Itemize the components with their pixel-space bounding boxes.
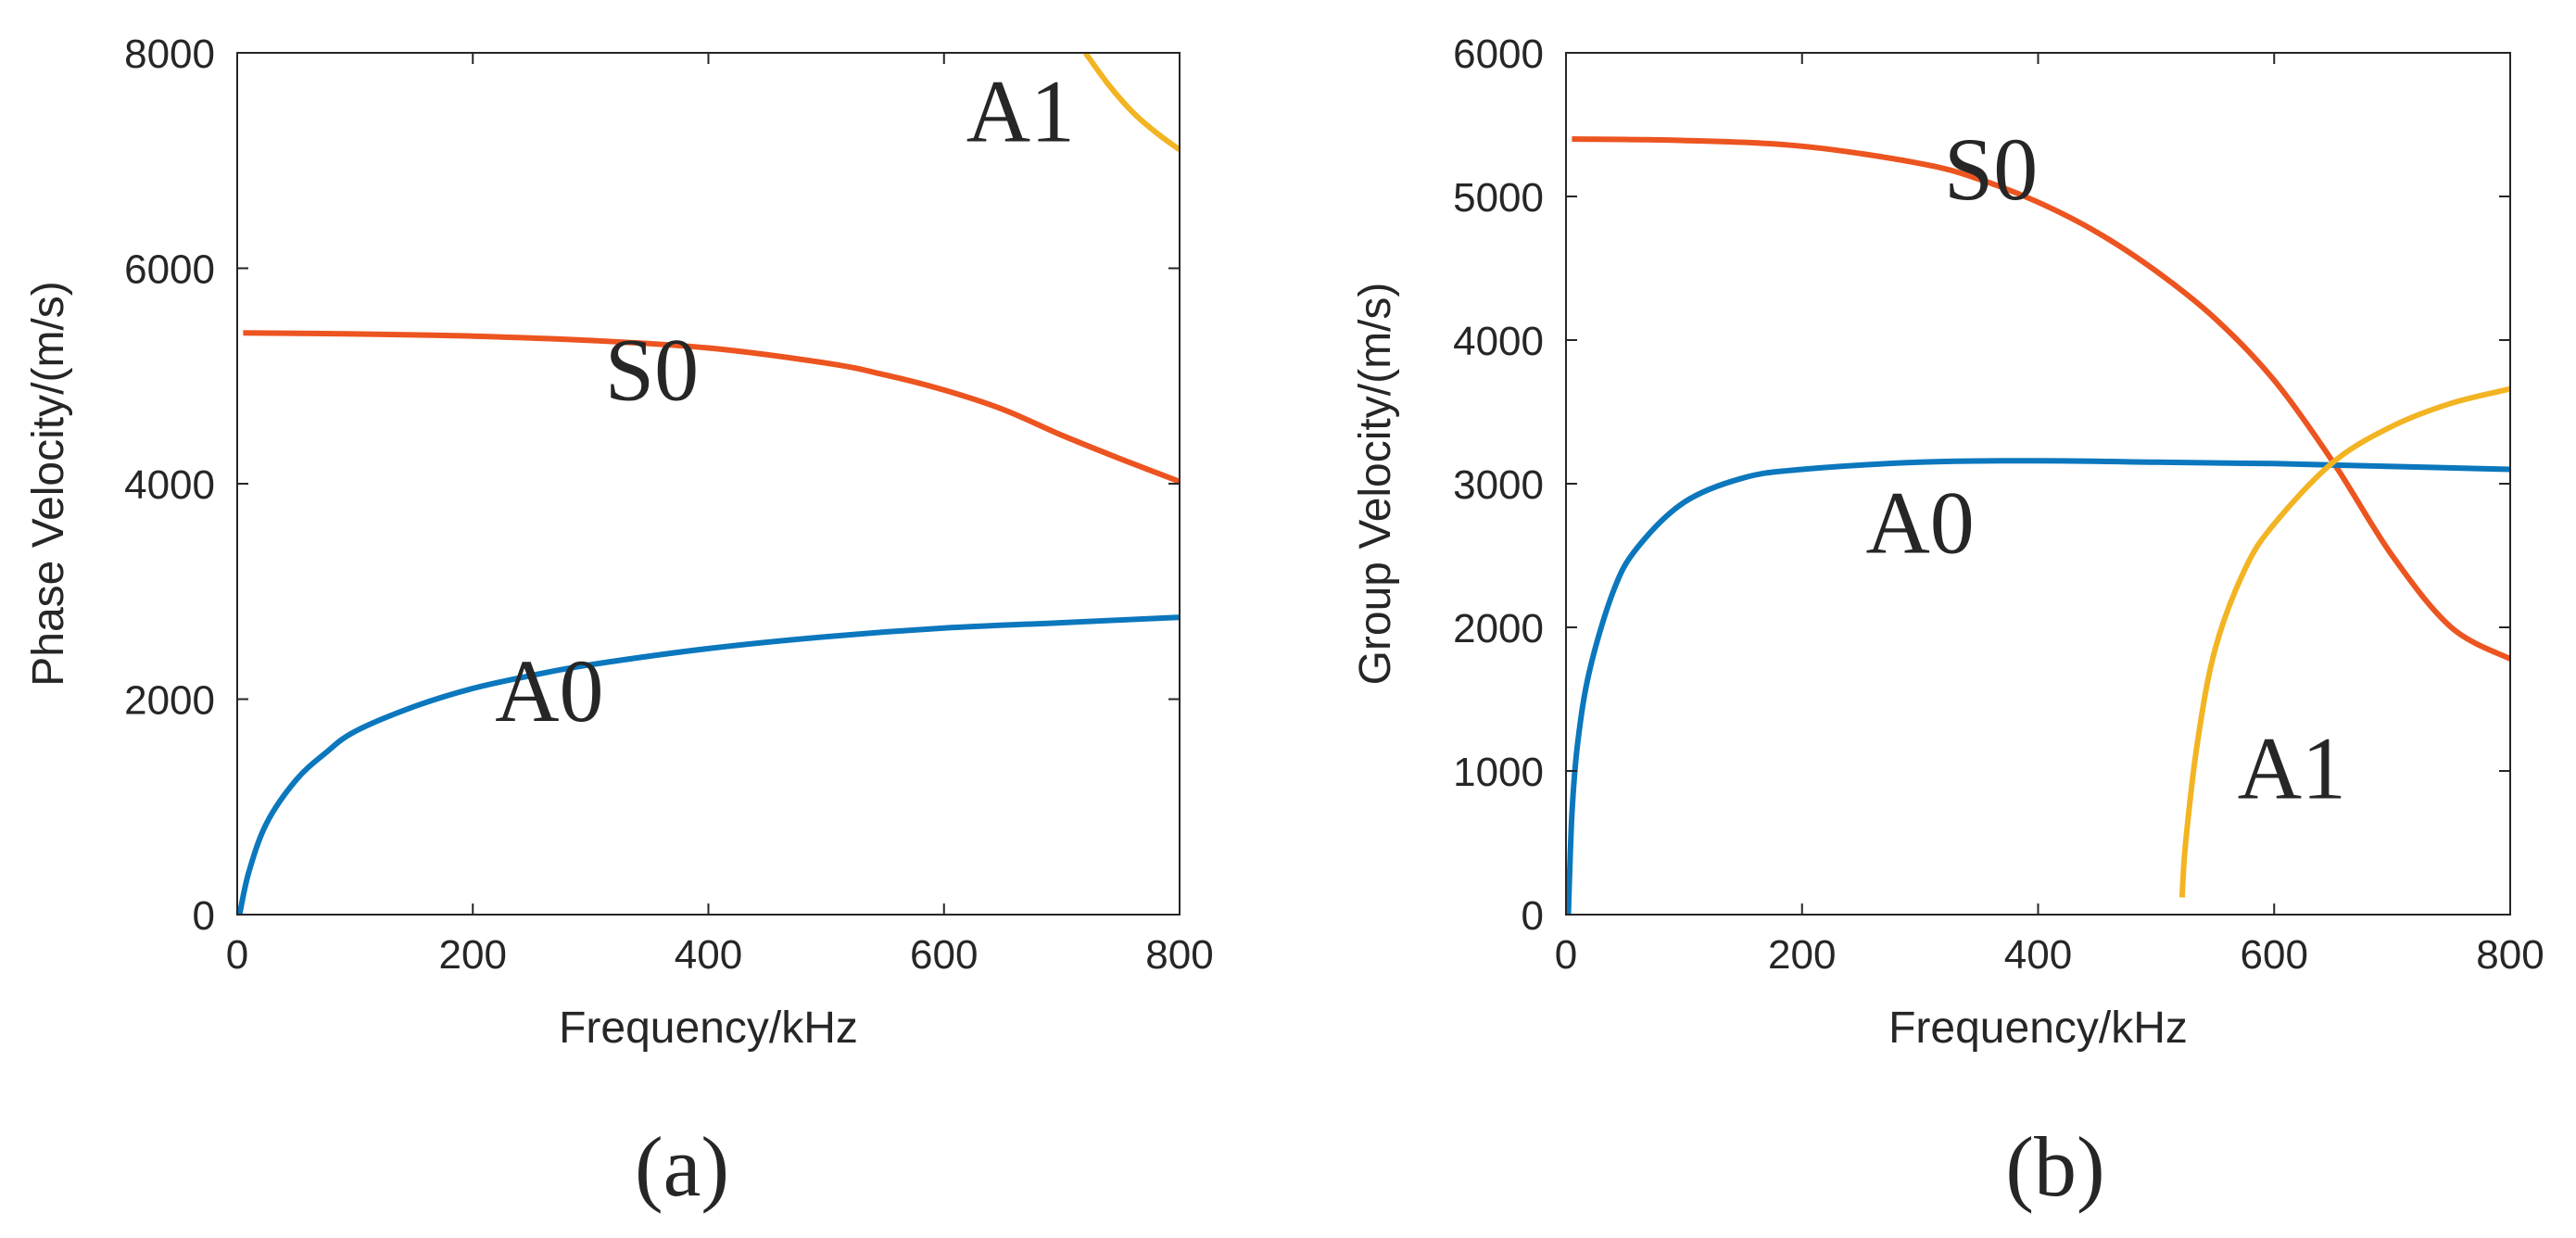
y-tick-label: 3000 bbox=[1453, 462, 1544, 508]
series-line-s0 bbox=[1572, 136, 2510, 662]
y-tick-label: 2000 bbox=[124, 678, 215, 724]
x-tick-label: 200 bbox=[1768, 932, 1836, 978]
x-tick-label: 200 bbox=[439, 932, 507, 978]
x-tick-label: 600 bbox=[2241, 932, 2308, 978]
y-tick-label: 4000 bbox=[1453, 319, 1544, 364]
y-axis-label: Phase Velocity/(m/s) bbox=[24, 281, 73, 686]
y-tick-label: 8000 bbox=[124, 32, 215, 77]
y-tick-label: 0 bbox=[193, 893, 215, 939]
y-tick-label: 6000 bbox=[124, 247, 215, 293]
x-tick-label: 400 bbox=[675, 932, 742, 978]
series-line-a1 bbox=[2178, 385, 2510, 898]
series-line-a0 bbox=[1566, 458, 2510, 915]
x-tick-label: 0 bbox=[226, 932, 248, 978]
x-tick-label: 600 bbox=[910, 932, 978, 978]
plot-frame bbox=[1565, 52, 2511, 916]
curve-label-a1: A1 bbox=[2238, 718, 2346, 817]
x-tick-label: 400 bbox=[2004, 932, 2072, 978]
y-tick-label: 2000 bbox=[1453, 606, 1544, 651]
y-tick-label: 4000 bbox=[124, 462, 215, 508]
x-tick-label: 800 bbox=[2476, 932, 2544, 978]
curve-label-a0: A0 bbox=[495, 641, 603, 740]
plot-frame bbox=[236, 52, 1181, 916]
curve-label-s0: S0 bbox=[605, 321, 699, 420]
curve-label-a0: A0 bbox=[1865, 473, 1974, 572]
x-axis-label: Frequency/kHz bbox=[559, 1004, 858, 1053]
x-tick-label: 800 bbox=[1145, 932, 1213, 978]
series-line-a1 bbox=[1082, 53, 1180, 153]
curve-label-a1: A1 bbox=[966, 62, 1075, 161]
series-line-s0 bbox=[243, 330, 1180, 485]
y-tick-label: 6000 bbox=[1453, 32, 1544, 77]
curve-label-s0: S0 bbox=[1944, 120, 2038, 219]
x-tick-label: 0 bbox=[1555, 932, 1577, 978]
series-line-a0 bbox=[237, 614, 1180, 915]
y-axis-label: Group Velocity/(m/s) bbox=[1351, 283, 1400, 686]
chart-panel-a: 0 200 400 600 80002000400060008000Frequency/… bbox=[24, 32, 1214, 1214]
panel-caption: (a) bbox=[635, 1119, 729, 1214]
panel-caption: (b) bbox=[2005, 1119, 2104, 1214]
chart-panel-b: 0 200 400 600 800 0 1000 2000 3000 4000 5000 6000 Fr… bbox=[1351, 32, 2544, 1214]
y-tick-label: 5000 bbox=[1453, 175, 1544, 221]
y-tick-label: 0 bbox=[1522, 893, 1544, 939]
y-tick-label: 1000 bbox=[1453, 750, 1544, 795]
x-axis-label: Frequency/kHz bbox=[1888, 1004, 2188, 1053]
